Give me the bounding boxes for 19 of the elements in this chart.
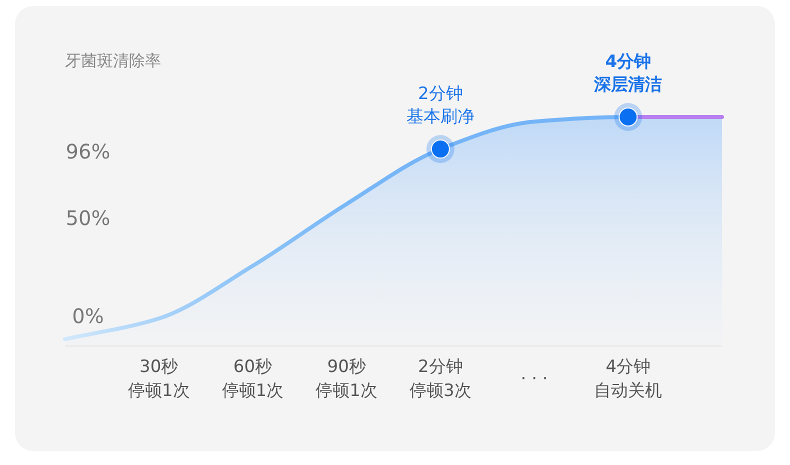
text: 停顿1次 — [222, 381, 284, 401]
annotation: 50% — [66, 206, 110, 230]
annotation: 0% — [72, 304, 104, 328]
text: 停顿1次 — [128, 381, 190, 401]
annotation: 2分钟 — [418, 84, 463, 104]
x-tick-label: 4分钟 — [606, 357, 651, 377]
x-tick-label: 2分钟 — [418, 357, 463, 377]
text: 停顿1次 — [316, 381, 378, 401]
annotation: 4分钟 — [605, 52, 652, 72]
text: 停顿3次 — [410, 381, 472, 401]
x-tick-label: 90秒 — [327, 357, 366, 377]
x-tick-label: 30秒 — [140, 357, 178, 377]
text: 自动关机 — [594, 381, 662, 401]
annotation: 96% — [66, 139, 110, 164]
x-tick-label: 60秒 — [233, 357, 272, 377]
text: · · · — [520, 369, 548, 389]
annotation: 基本刷净 — [406, 107, 474, 128]
y-axis-title: 牙菌斑清除率 — [65, 51, 161, 70]
annotation: 深层清洁 — [593, 75, 662, 95]
